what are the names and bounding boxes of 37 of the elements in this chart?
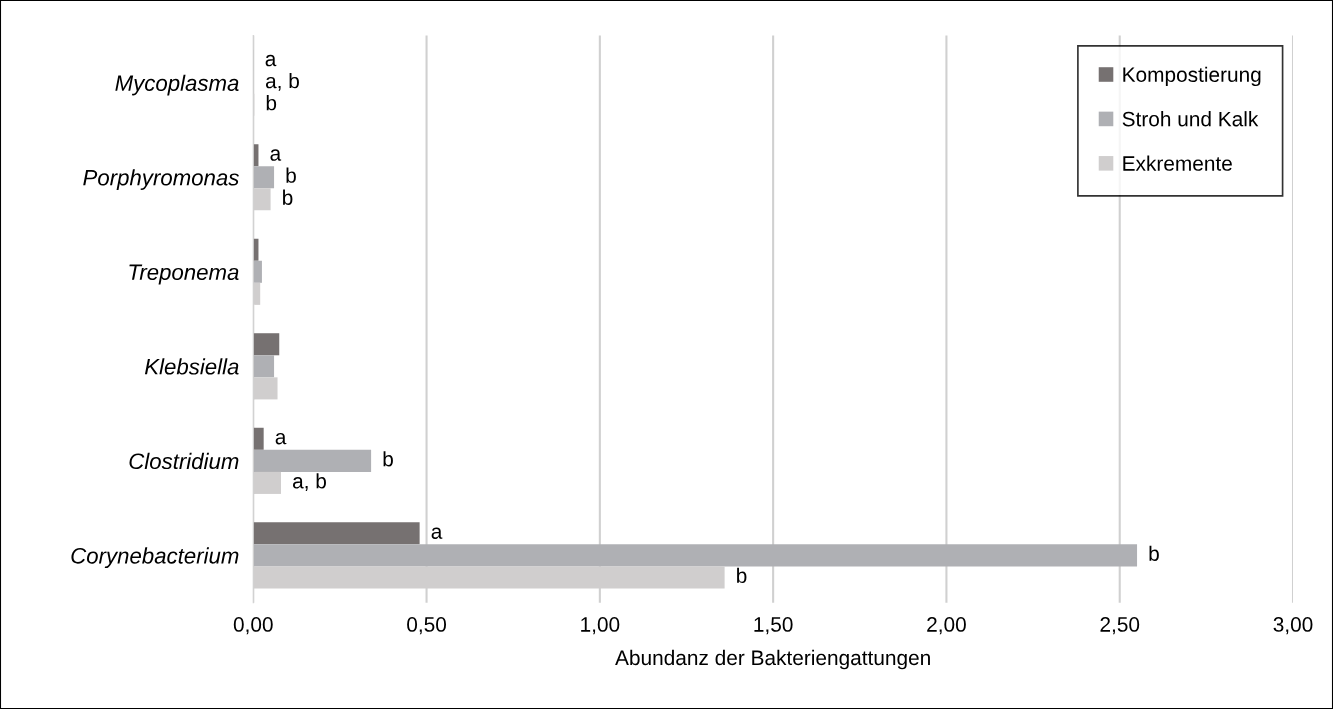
y-tick-label: Clostridium (129, 452, 239, 470)
data-label: a (265, 54, 277, 67)
bar (253, 166, 275, 189)
data-label: b (1149, 545, 1159, 561)
y-tick-label: Porphyromonas (83, 169, 239, 190)
data-label: a (270, 149, 282, 161)
data-label: b (266, 95, 277, 111)
y-tick-label: Treponema (129, 264, 239, 285)
y-tick-label: Corynebacterium (71, 547, 239, 569)
x-tick-label: 1,50 (754, 617, 793, 635)
x-tick-label: 2,50 (1100, 617, 1140, 635)
legend-label: Exkremente (1123, 155, 1232, 171)
data-label: a (431, 527, 443, 539)
x-tick-label: 2,00 (927, 617, 966, 635)
bar (253, 333, 280, 356)
bar (253, 449, 372, 472)
x-axis-title: Abundanz der Bakteriengattungen (615, 649, 930, 670)
y-tick-label: Klebsiella (144, 358, 239, 375)
bar (253, 260, 262, 283)
x-tick-label: 3,00 (1273, 617, 1313, 635)
data-label: b (286, 167, 296, 183)
data-label: a, b (292, 473, 326, 491)
data-label: a, b (265, 73, 299, 91)
data-label: b (737, 567, 747, 584)
legend-label: Kompostierung (1123, 66, 1261, 87)
x-tick-label: 0,50 (407, 617, 447, 635)
bar (253, 427, 264, 450)
legend-label: Stroh und Kalk (1122, 111, 1259, 127)
data-label: b (283, 189, 293, 205)
x-tick-label: 1,00 (581, 617, 620, 635)
data-label: a (275, 432, 287, 445)
y-tick-label: Mycoplasma (115, 74, 239, 96)
bar (253, 355, 275, 378)
x-tick-label: 0,00 (233, 617, 273, 635)
bar (253, 522, 420, 545)
bar (253, 544, 1138, 567)
data-label: b (383, 451, 393, 467)
